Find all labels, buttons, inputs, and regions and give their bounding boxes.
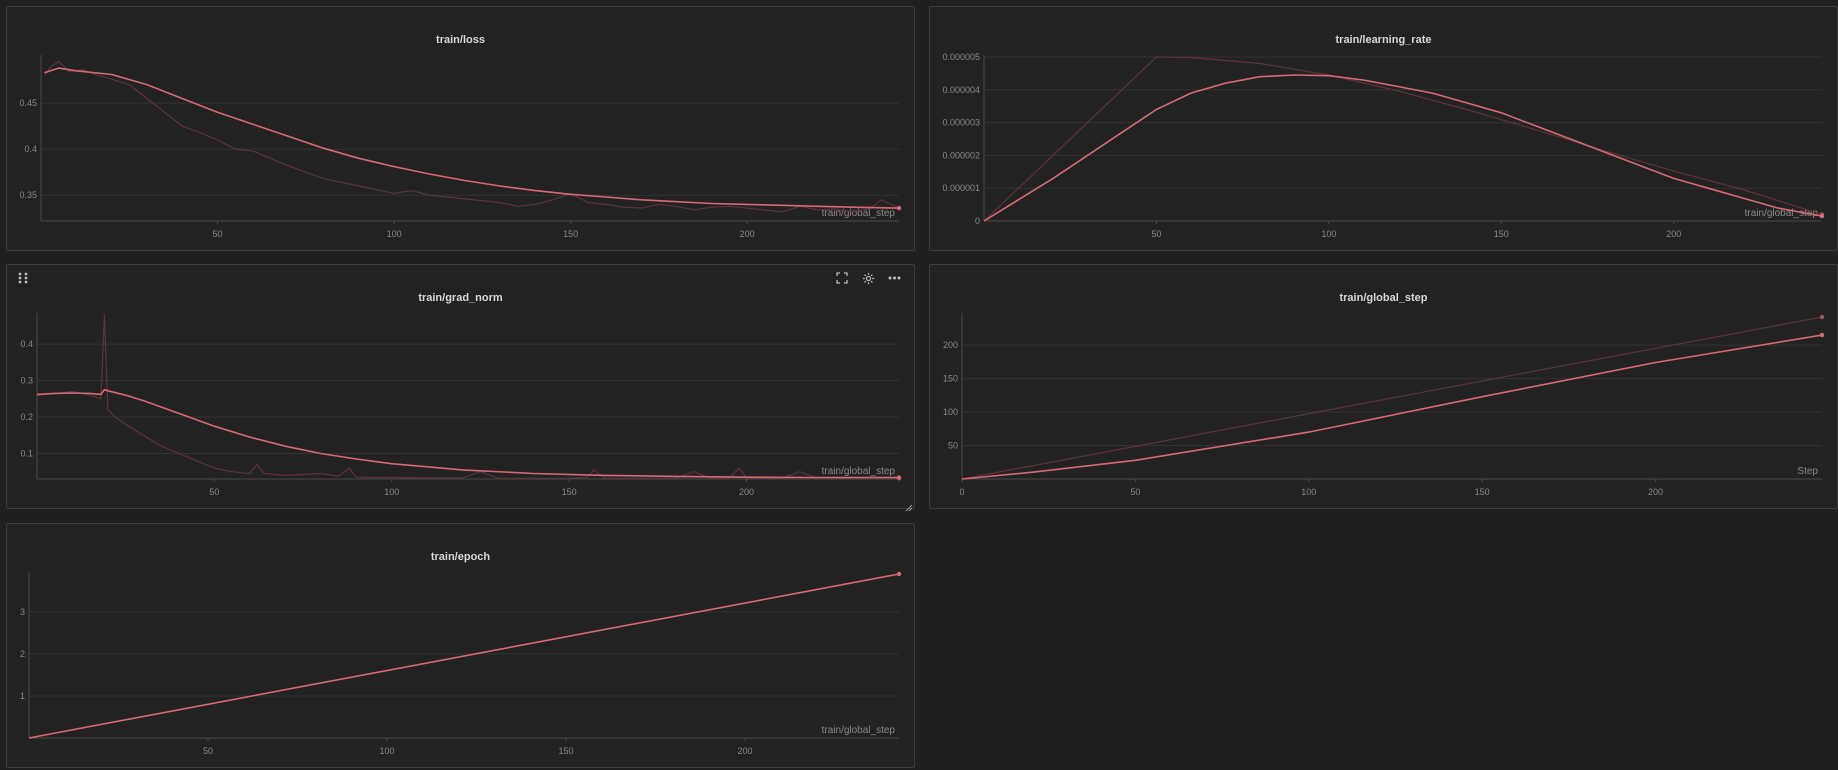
epoch-chart[interactable]: 1 2 3 50 100 150 200 train/global_step (7, 524, 916, 769)
y-tick-label: 0.35 (19, 190, 37, 200)
y-tick-label: 150 (943, 374, 958, 384)
series-line-smoothed (961, 334, 1823, 480)
x-tick-label: 150 (1475, 487, 1490, 497)
y-tick-label: 1 (20, 691, 25, 701)
y-tick-label: 0.4 (20, 339, 33, 349)
y-tick-label: 200 (943, 340, 958, 350)
y-tick-label: 0.000001 (942, 183, 980, 193)
y-tick-label: 3 (20, 607, 25, 617)
chart-title: train/global_step (1339, 292, 1428, 304)
resize-corner-icon[interactable] (905, 499, 913, 512)
x-tick-label: 100 (1321, 229, 1336, 239)
chart-title: train/grad_norm (418, 292, 503, 304)
x-tick-label: 50 (203, 746, 213, 756)
x-tick-label: 100 (384, 487, 399, 497)
x-tick-label: 50 (209, 487, 219, 497)
series-line-raw (983, 56, 1823, 222)
y-tick-label: 0.3 (20, 376, 33, 386)
series-end-point (1819, 314, 1825, 320)
series-line-smoothed (983, 74, 1823, 222)
drag-grip-icon[interactable] (17, 271, 29, 285)
chart-title: train/loss (436, 34, 485, 46)
x-axis-label: train/global_step (1745, 208, 1819, 219)
x-tick-label: 200 (738, 746, 753, 756)
chart-title: train/epoch (430, 551, 491, 563)
x-tick-label: 200 (1666, 229, 1681, 239)
chart-panel-global-step[interactable]: train/global_step 50 100 150 200 0 50 100 150 20… (929, 264, 1838, 509)
y-tick-label: 0 (975, 216, 980, 226)
x-tick-label: 100 (1301, 487, 1316, 497)
series-line-raw (44, 61, 900, 213)
x-tick-label: 200 (739, 487, 754, 497)
x-axis-label: train/global_step (822, 466, 896, 477)
series-line-raw (36, 314, 899, 479)
loss-chart[interactable]: 0.35 0.4 0.45 50 100 150 200 train/global_step (7, 7, 916, 252)
chart-title: train/learning_rate (1335, 34, 1432, 46)
y-tick-label: 0.1 (20, 448, 33, 458)
series-line-smoothed (44, 67, 900, 209)
panel-toolbar (834, 270, 902, 286)
series-end-point (896, 571, 902, 577)
y-tick-label: 100 (943, 407, 958, 417)
y-tick-label: 0.000004 (942, 85, 980, 95)
x-tick-label: 100 (387, 229, 402, 239)
x-axis-label: Step (1797, 466, 1818, 477)
series-end-point (1819, 332, 1825, 338)
fullscreen-icon[interactable] (834, 270, 850, 286)
chart-panel-learning-rate[interactable]: train/learning_rate 0 0.000001 0.000002 0.0… (929, 6, 1838, 251)
x-tick-label: 150 (1494, 229, 1509, 239)
y-tick-label: 0.000005 (942, 52, 980, 62)
learning-rate-chart[interactable]: 0 0.000001 0.000002 0.000003 0.000004 0.00000… (930, 7, 1838, 252)
x-tick-label: 200 (740, 229, 755, 239)
y-tick-label: 2 (20, 649, 25, 659)
chart-panel-loss[interactable]: train/loss 0.35 0.4 0.45 50 100 150 200 train/g… (6, 6, 915, 251)
y-tick-label: 0.2 (20, 412, 33, 422)
x-tick-label: 0 (959, 487, 964, 497)
series-line-smoothed (28, 573, 900, 739)
x-tick-label: 50 (1130, 487, 1140, 497)
x-tick-label: 100 (380, 746, 395, 756)
x-tick-label: 150 (562, 487, 577, 497)
series-line-smoothed (36, 388, 899, 479)
y-tick-label: 0.000003 (942, 118, 980, 128)
series-end-point (896, 205, 902, 211)
chart-panel-epoch[interactable]: train/epoch 1 2 3 50 100 150 200 train/global_s… (6, 523, 915, 768)
x-tick-label: 150 (563, 229, 578, 239)
x-axis-label: train/global_step (822, 725, 896, 736)
series-end-point (896, 475, 902, 480)
y-tick-label: 0.4 (24, 144, 37, 154)
x-tick-label: 50 (1151, 229, 1161, 239)
x-tick-label: 150 (559, 746, 574, 756)
y-tick-label: 50 (948, 441, 958, 451)
x-tick-label: 50 (213, 229, 223, 239)
x-axis-label: train/global_step (822, 208, 896, 219)
series-line-raw (961, 316, 1823, 480)
grad-norm-chart[interactable]: 0.1 0.2 0.3 0.4 50 100 150 200 train/global_step (7, 265, 916, 510)
y-tick-label: 0.000002 (942, 150, 980, 160)
series-end-point (1819, 213, 1825, 219)
global-step-chart[interactable]: 50 100 150 200 0 50 100 150 200 Step (930, 265, 1838, 510)
gear-icon[interactable] (860, 270, 876, 286)
chart-panel-grad-norm[interactable]: train/grad_norm 0.1 0.2 0.3 0.4 50 100 150 200 t… (6, 264, 916, 512)
more-dots-icon[interactable] (886, 270, 902, 286)
x-tick-label: 200 (1648, 487, 1663, 497)
y-tick-label: 0.45 (19, 98, 37, 108)
